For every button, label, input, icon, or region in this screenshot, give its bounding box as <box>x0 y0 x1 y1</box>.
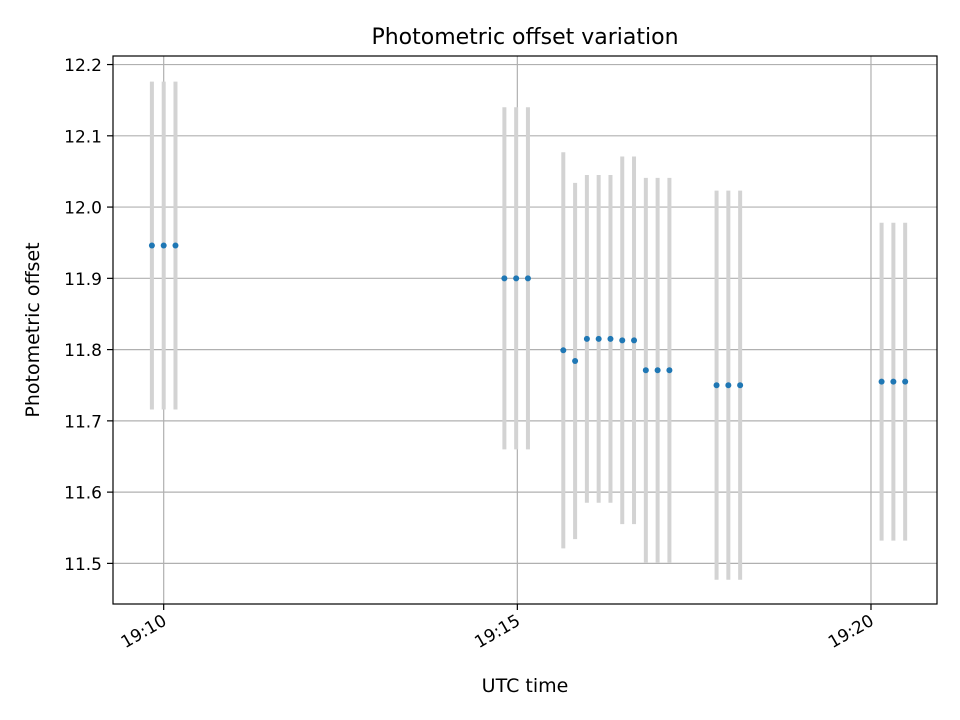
data-points <box>148 242 909 389</box>
data-point <box>666 367 673 374</box>
data-point <box>725 382 732 389</box>
data-point <box>890 378 897 385</box>
chart-title: Photometric offset variation <box>371 25 678 50</box>
data-point <box>654 367 661 374</box>
data-point <box>737 382 744 389</box>
y-tick-label: 11.6 <box>64 484 102 504</box>
data-point <box>501 275 508 282</box>
y-tick-label: 12.1 <box>64 127 102 147</box>
y-tick-label: 11.9 <box>64 270 102 290</box>
data-point <box>524 275 531 282</box>
data-point <box>631 337 638 344</box>
y-tick-label: 11.5 <box>64 555 102 575</box>
data-point <box>642 367 649 374</box>
data-point <box>878 378 885 385</box>
data-point <box>619 337 626 344</box>
data-point <box>583 335 590 342</box>
data-point <box>172 242 179 249</box>
y-tick-label: 11.8 <box>64 341 102 361</box>
data-point <box>607 335 614 342</box>
data-point <box>713 382 720 389</box>
plot-area <box>113 56 937 604</box>
data-point <box>572 357 579 364</box>
y-axis-label: Photometric offset <box>22 242 44 417</box>
data-point <box>595 335 602 342</box>
y-tick-label: 12.0 <box>64 199 102 219</box>
axes-frame <box>112 55 938 605</box>
y-tick-label: 12.2 <box>64 56 102 76</box>
data-point <box>513 275 520 282</box>
data-point <box>560 347 567 354</box>
data-point <box>902 378 909 385</box>
data-point <box>160 242 167 249</box>
x-axis-label: UTC time <box>482 675 569 697</box>
y-axis: 11.5 11.6 11.7 11.8 11.9 12.0 12.1 12.2 <box>64 56 113 575</box>
y-tick-label: 11.7 <box>64 412 102 432</box>
data-point <box>148 242 155 249</box>
